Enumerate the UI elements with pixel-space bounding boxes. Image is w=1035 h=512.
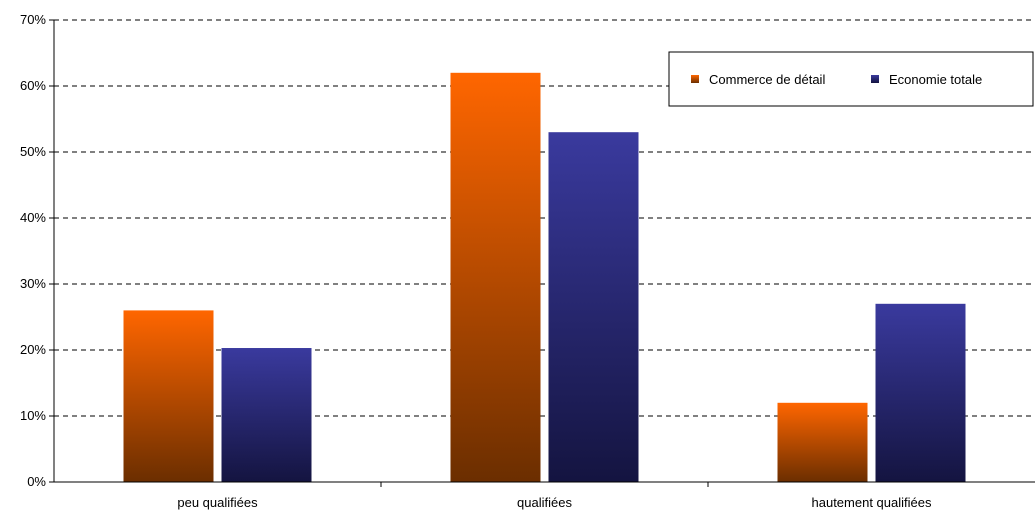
y-tick-label: 60% bbox=[20, 78, 46, 93]
y-tick-label: 40% bbox=[20, 210, 46, 225]
y-tick-label: 10% bbox=[20, 408, 46, 423]
y-tick-label: 20% bbox=[20, 342, 46, 357]
grid bbox=[54, 19, 1035, 417]
axes: 0% 10% 20% 30% 40% 50% 60% 70% peu qualifiées qua… bbox=[20, 12, 1035, 510]
x-category-label: peu qualifiées bbox=[177, 495, 258, 510]
y-tick-label: 30% bbox=[20, 276, 46, 291]
legend-swatch bbox=[691, 75, 699, 83]
bars bbox=[123, 72, 966, 483]
legend: Commerce de détail Economie totale bbox=[668, 51, 1034, 107]
y-tick-label: 0% bbox=[27, 474, 46, 489]
y-tick-label: 70% bbox=[20, 12, 46, 27]
bar-commerce bbox=[450, 72, 541, 483]
bar-economie bbox=[221, 348, 312, 482]
y-tick-label: 50% bbox=[20, 144, 46, 159]
legend-box bbox=[668, 51, 1034, 107]
bar-commerce bbox=[777, 402, 868, 482]
legend-swatch bbox=[871, 75, 879, 83]
bar-economie bbox=[875, 303, 966, 482]
legend-label: Commerce de détail bbox=[709, 72, 825, 87]
bar-economie bbox=[548, 132, 639, 482]
bar-commerce bbox=[123, 310, 214, 482]
x-category-label: qualifiées bbox=[517, 495, 572, 510]
legend-label: Economie totale bbox=[889, 72, 982, 87]
x-category-label: hautement qualifiées bbox=[812, 495, 932, 510]
